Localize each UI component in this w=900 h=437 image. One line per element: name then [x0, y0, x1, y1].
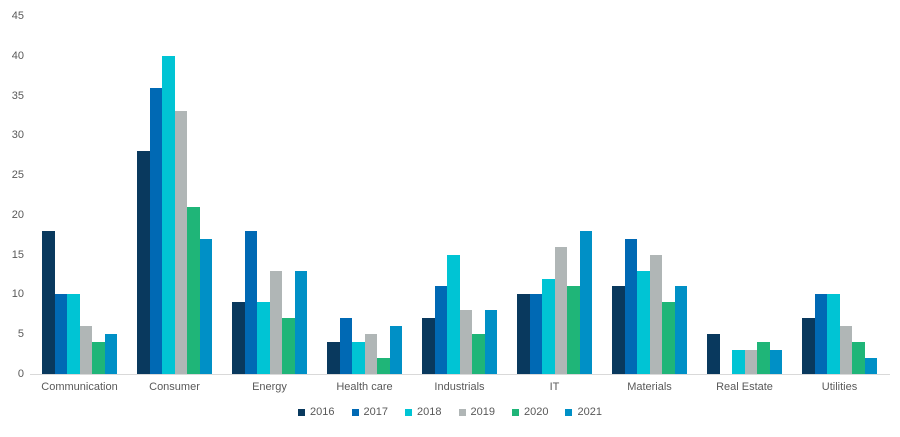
bar-2017 — [434, 286, 447, 374]
legend-label: 2019 — [470, 406, 495, 418]
bar-2020 — [187, 206, 200, 374]
bar-2016 — [42, 230, 55, 374]
bar-2018 — [637, 270, 650, 374]
bar-2020 — [377, 358, 390, 374]
legend-item: 2016 — [298, 406, 335, 418]
bar-2018 — [542, 278, 555, 374]
bar-2019 — [174, 111, 187, 374]
bar-2019 — [744, 350, 757, 374]
legend-item: 2018 — [405, 406, 442, 418]
bar-2016 — [327, 342, 340, 374]
legend-item: 2021 — [565, 406, 602, 418]
bar-2021 — [579, 230, 592, 374]
bar-2018 — [352, 342, 365, 374]
legend-item: 2019 — [458, 406, 495, 418]
legend-label: 2020 — [523, 406, 549, 418]
bar-2016 — [612, 286, 625, 374]
x-axis-line — [30, 374, 890, 375]
bar-2020 — [472, 334, 485, 374]
bar-2016 — [517, 294, 530, 374]
bar-2021 — [389, 326, 402, 374]
bar-2017 — [339, 318, 352, 374]
legend-item: 2017 — [351, 406, 389, 418]
x-axis-category-label: Materials — [627, 381, 672, 393]
bar-2017 — [529, 294, 542, 374]
x-axis-category-label: Utilities — [821, 381, 858, 393]
legend-swatch — [565, 408, 573, 416]
bar-2018 — [447, 254, 460, 374]
legend-label: 2018 — [417, 406, 442, 418]
legend-swatch — [511, 408, 519, 416]
bar-2021 — [484, 310, 497, 374]
bar-2021 — [769, 350, 782, 374]
legend-swatch — [405, 408, 413, 416]
bar-2017 — [624, 238, 637, 374]
y-axis-tick-label: 35 — [11, 89, 24, 102]
legend-label: 2016 — [310, 406, 335, 418]
bar-2019 — [554, 246, 567, 374]
bar-2017 — [149, 87, 162, 374]
y-axis-tick-label: 15 — [11, 248, 24, 261]
bar-2019 — [459, 310, 472, 374]
y-axis-tick-label: 0 — [17, 368, 24, 380]
bar-2019 — [839, 326, 852, 374]
bar-2019 — [269, 270, 282, 374]
bar-2018 — [827, 294, 840, 374]
legend-swatch — [458, 408, 466, 416]
bar-2018 — [67, 294, 80, 374]
bar-2019 — [364, 334, 377, 374]
bar-2018 — [162, 55, 175, 374]
y-axis-tick-label: 10 — [11, 288, 24, 301]
legend-label: 2017 — [363, 406, 389, 418]
y-axis-tick-label: 45 — [11, 10, 24, 22]
legend-swatch — [298, 408, 306, 416]
bar-2016 — [802, 318, 815, 374]
bar-2020 — [757, 342, 770, 374]
x-axis-category-label: IT — [549, 381, 560, 393]
bar-2020 — [662, 302, 675, 374]
y-axis-tick-label: 25 — [11, 169, 24, 182]
bar-2018 — [732, 350, 745, 374]
x-axis-category-label: Health care — [336, 381, 393, 393]
bar-2020 — [92, 342, 105, 374]
y-axis-tick-label: 5 — [17, 328, 24, 341]
bar-2020 — [282, 318, 295, 374]
bar-2021 — [674, 286, 687, 374]
bar-2019 — [649, 254, 662, 374]
y-axis-tick-label: 30 — [11, 129, 24, 142]
x-axis-category-label: Real Estate — [716, 381, 773, 393]
bar-2018 — [257, 302, 270, 374]
legend: 2016 2017 2018 2019 2020 2021 — [0, 406, 900, 418]
bar-2017 — [244, 230, 257, 374]
bar-2021 — [104, 334, 117, 374]
bar-2021 — [294, 270, 307, 374]
x-axis-category-label: Consumer — [149, 381, 200, 393]
bar-2021 — [864, 358, 877, 374]
bar-2017 — [54, 294, 67, 374]
y-axis-tick-label: 40 — [11, 49, 24, 62]
bar-2016 — [137, 151, 150, 374]
legend-label: 2021 — [577, 406, 602, 418]
bar-2016 — [707, 334, 720, 374]
x-axis-category-label: Industrials — [434, 381, 485, 393]
bar-2017 — [814, 294, 827, 374]
bar-2020 — [852, 342, 865, 374]
legend-swatch — [351, 408, 359, 416]
x-axis-category-label: Communication — [41, 381, 118, 393]
bar-2020 — [567, 286, 580, 374]
bar-2016 — [422, 318, 435, 374]
bar-2021 — [199, 238, 212, 374]
legend-item: 2020 — [511, 406, 549, 418]
y-axis-tick-label: 20 — [11, 208, 24, 221]
x-axis-category-label: Energy — [252, 381, 287, 393]
bar-2016 — [232, 302, 245, 374]
bar-2019 — [79, 326, 92, 374]
